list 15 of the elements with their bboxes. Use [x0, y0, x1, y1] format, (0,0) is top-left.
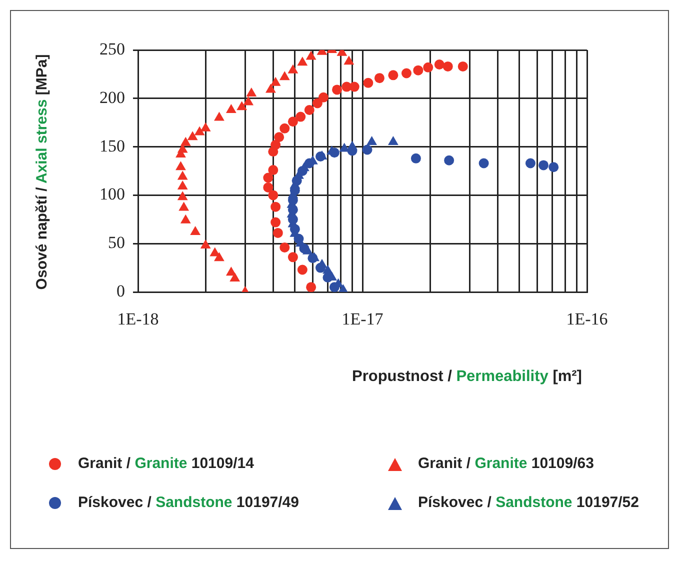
y-tick-label: 50: [108, 233, 125, 252]
y-tick-label: 250: [100, 39, 125, 58]
y-tick-label: 200: [100, 88, 125, 107]
legend-label: Pískovec / Sandstone 10197/49: [78, 494, 299, 511]
x-tick-label: 1E-17: [342, 310, 384, 329]
y-axis-title: Osové napětí / Axial stress [MPa]: [34, 54, 50, 290]
legend-label: Granit / Granite 10109/63: [418, 455, 594, 472]
y-tick-label: 0: [116, 281, 125, 300]
y-tick-label: 100: [100, 184, 125, 204]
legend-label: Granit / Granite 10109/14: [78, 455, 254, 472]
x-tick-label: 1E-18: [117, 310, 159, 329]
y-tick-label: 150: [100, 136, 125, 156]
x-tick-label: 1E-16: [566, 310, 608, 329]
x-axis-title: Propustnost / Permeability [m²]: [352, 368, 582, 385]
legend-label: Pískovec / Sandstone 10197/52: [418, 494, 639, 511]
